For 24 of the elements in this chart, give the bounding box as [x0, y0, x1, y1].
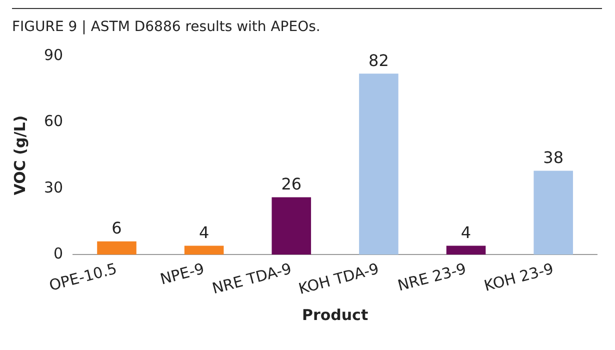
data-label: 38: [543, 148, 564, 167]
x-tick-label: NPE-9: [158, 260, 206, 288]
x-tick-label: NRE TDA-9: [210, 260, 294, 298]
y-tick-label: 30: [44, 178, 64, 196]
data-label: 4: [460, 222, 472, 242]
data-label: 6: [112, 218, 122, 238]
y-tick-label: 0: [54, 244, 64, 262]
bar: [534, 170, 573, 255]
bar: [97, 241, 136, 255]
x-tick-label: KOH TDA-9: [296, 260, 381, 298]
x-axis-title: Product: [302, 306, 368, 324]
y-tick-label: 90: [44, 46, 64, 64]
y-tick-label: 60: [44, 112, 64, 130]
bar: [184, 246, 224, 255]
bar: [446, 246, 486, 255]
data-label: 82: [368, 50, 389, 70]
bar: [272, 197, 312, 255]
data-label: 26: [281, 174, 302, 194]
x-tick-label: KOH 23-9: [482, 260, 556, 296]
bar: [359, 74, 398, 255]
y-axis-title: VOC (g/L): [10, 115, 29, 196]
chart-title: FIGURE 9 | ASTM D6886 results with APEOs.: [12, 19, 322, 35]
data-label: 4: [198, 222, 210, 242]
x-tick-label: NRE 23-9: [396, 260, 468, 295]
